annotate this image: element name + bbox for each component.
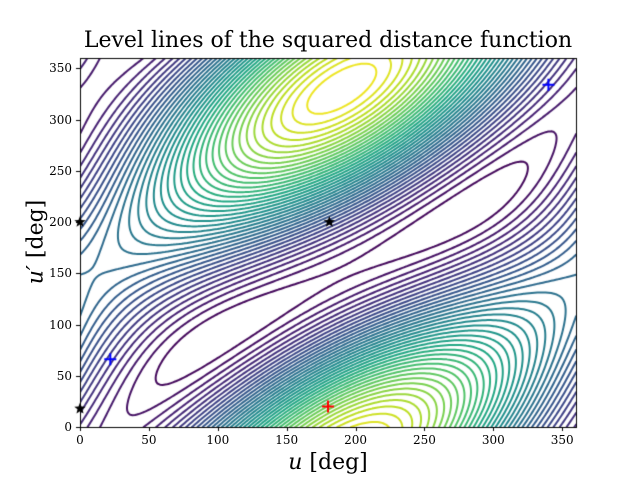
x-tick-label: 150 xyxy=(275,433,299,447)
chart-title: Level lines of the squared distance func… xyxy=(83,28,573,53)
x-tick-label: 250 xyxy=(412,433,436,447)
x-axis-label: u [deg] xyxy=(80,450,576,475)
x-tick-label: 350 xyxy=(550,433,574,447)
x-tick-label: 300 xyxy=(481,433,505,447)
x-tick-label: 50 xyxy=(141,433,157,447)
y-tick-label: 350 xyxy=(49,61,72,76)
y-tick-label: 300 xyxy=(49,112,72,127)
y-tick-label: 250 xyxy=(49,163,72,178)
x-tick-label: 0 xyxy=(76,433,84,447)
y-tick-label: 200 xyxy=(49,215,72,229)
x-axis-variable: u xyxy=(288,450,303,475)
y-tick-label: 0 xyxy=(64,420,72,434)
y-tick-label: 50 xyxy=(56,368,72,383)
y-axis-variable: u′ xyxy=(23,265,49,285)
y-axis-label: u′ [deg] xyxy=(24,200,49,285)
x-tick-label: 200 xyxy=(344,433,367,447)
x-axis-unit: [deg] xyxy=(302,450,368,475)
y-tick-label: 150 xyxy=(49,266,72,281)
y-axis-unit: [deg] xyxy=(23,199,49,266)
x-tick-label: 100 xyxy=(206,433,230,447)
y-tick-label: 100 xyxy=(49,317,72,332)
